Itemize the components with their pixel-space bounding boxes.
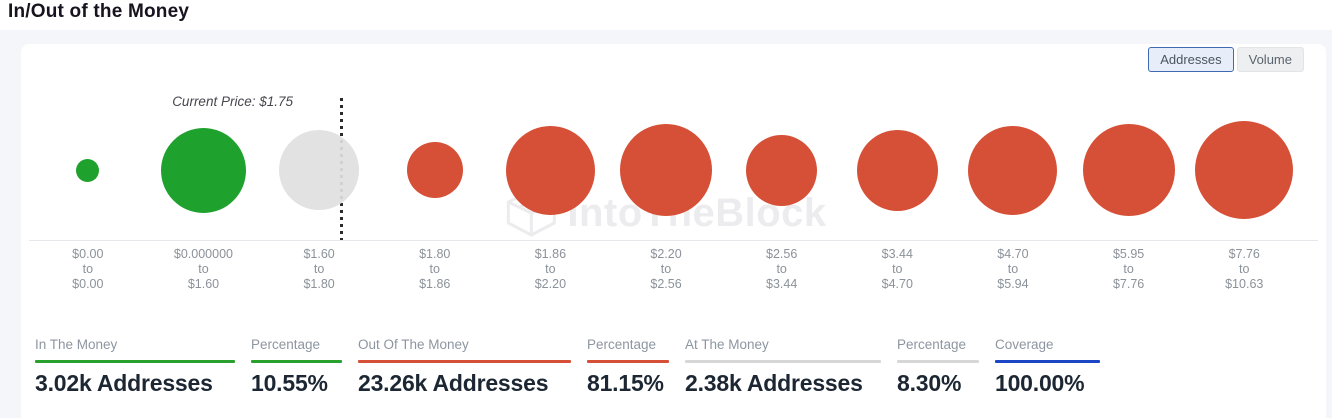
axis-label: $5.95 to $7.76: [1112, 247, 1145, 291]
stat-value: 3.02k Addresses: [35, 370, 213, 396]
axis-label: $3.44 to $4.70: [881, 247, 913, 291]
axis-label: $0.000000 to $1.60: [173, 247, 233, 291]
view-toggle: Addresses Volume: [1148, 47, 1304, 72]
stat-value: 10.55%: [251, 370, 328, 396]
stat-accent-underline: [995, 360, 1100, 363]
bubble-layer: [30, 94, 1302, 240]
current-price-label: Current Price: $1.75: [172, 94, 293, 109]
axis-label: $0.00 to $0.00: [72, 247, 104, 291]
bubble-at-the-money[interactable]: [279, 130, 360, 210]
page-header: In/Out of the Money: [0, 0, 1332, 30]
axis-label: $2.56 to $3.44: [766, 247, 798, 291]
stat-accent-underline: [685, 360, 881, 363]
stat-label: In The Money: [35, 337, 118, 352]
bubble-out-the-money[interactable]: [746, 134, 818, 206]
stat-at-the-money: At The Money 2.38k Addresses: [685, 336, 881, 397]
stat-out-of-the-money: Out Of The Money 23.26k Addresses: [358, 336, 571, 397]
axis-labels: $0.00 to $0.00 $0.000000 to $1.60 $1.60 to $1.80…: [30, 247, 1302, 292]
stat-coverage: Coverage 100.00%: [995, 336, 1100, 397]
bubble-out-the-money[interactable]: [968, 125, 1058, 215]
bubble-out-the-money[interactable]: [620, 124, 712, 216]
axis-label: $4.70 to $5.94: [997, 247, 1029, 291]
addresses-toggle-button[interactable]: Addresses: [1148, 47, 1234, 72]
chart-card: Addresses Volume IntoTheBlock Current Pr…: [21, 44, 1326, 418]
stat-percentage: Percentage 8.30%: [897, 336, 979, 397]
bubble-in-the-money[interactable]: [76, 158, 100, 182]
page-title: In/Out of the Money: [8, 1, 190, 22]
axis-label: $1.86 to $2.20: [534, 247, 567, 291]
stat-value: 2.38k Addresses: [685, 370, 863, 396]
bubble-out-the-money[interactable]: [856, 129, 938, 211]
stat-percentage: Percentage 10.55%: [251, 336, 342, 397]
stat-label: At The Money: [685, 337, 769, 352]
stat-value: 81.15%: [587, 370, 664, 396]
bubble-out-the-money[interactable]: [406, 142, 463, 198]
bubble-out-the-money[interactable]: [505, 125, 595, 215]
chart-area: IntoTheBlock Current Price: $1.75: [30, 94, 1302, 240]
axis-label: $1.60 to $1.80: [303, 247, 335, 291]
stat-percentage: Percentage 81.15%: [587, 336, 669, 397]
stat-accent-underline: [897, 360, 979, 363]
stat-in-the-money: In The Money 3.02k Addresses: [35, 336, 235, 397]
stat-label: Percentage: [251, 337, 321, 352]
stat-value: 23.26k Addresses: [358, 370, 549, 396]
stat-accent-underline: [251, 360, 342, 363]
axis-label: $2.20 to $2.56: [650, 247, 682, 291]
bubble-in-the-money[interactable]: [160, 127, 246, 213]
stat-accent-underline: [587, 360, 669, 363]
axis-label: $1.80 to $1.86: [419, 247, 451, 291]
stat-accent-underline: [35, 360, 235, 363]
stat-label: Percentage: [587, 337, 657, 352]
axis-label: $7.76 to $10.63: [1225, 247, 1264, 291]
stat-value: 100.00%: [995, 370, 1085, 396]
bubble-out-the-money[interactable]: [1082, 124, 1175, 216]
stat-accent-underline: [358, 360, 571, 363]
stats-row: In The Money 3.02k Addresses Percentage 10.…: [35, 336, 1100, 397]
stat-label: Coverage: [995, 337, 1054, 352]
stat-label: Percentage: [897, 337, 967, 352]
x-axis-line: [29, 240, 1318, 241]
stat-value: 8.30%: [897, 370, 962, 396]
volume-toggle-button[interactable]: Volume: [1236, 47, 1304, 72]
stat-label: Out Of The Money: [358, 337, 469, 352]
bubble-out-the-money[interactable]: [1195, 121, 1294, 219]
